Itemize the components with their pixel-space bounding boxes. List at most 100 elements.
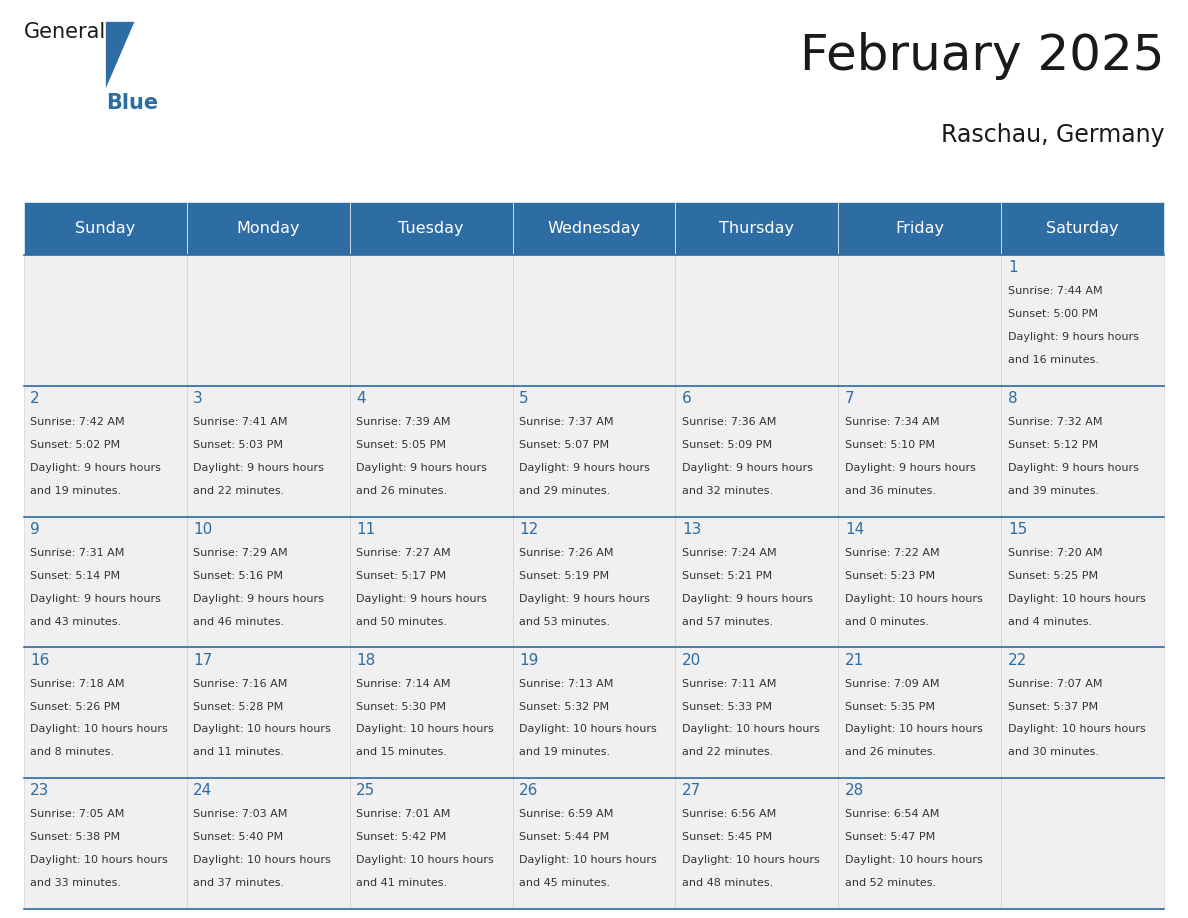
Bar xyxy=(187,202,349,255)
Text: 2: 2 xyxy=(30,391,40,406)
Bar xyxy=(24,517,187,647)
Bar xyxy=(676,647,839,778)
Text: 22: 22 xyxy=(1007,653,1028,667)
Text: 16: 16 xyxy=(30,653,50,667)
Text: Sunset: 5:02 PM: Sunset: 5:02 PM xyxy=(30,440,120,450)
Text: Tuesday: Tuesday xyxy=(398,221,463,236)
Text: Sunset: 5:12 PM: Sunset: 5:12 PM xyxy=(1007,440,1098,450)
Text: 11: 11 xyxy=(356,521,375,537)
Text: Daylight: 9 hours hours: Daylight: 9 hours hours xyxy=(682,463,813,473)
Text: Sunrise: 7:20 AM: Sunrise: 7:20 AM xyxy=(1007,548,1102,558)
Bar xyxy=(349,386,512,517)
Text: and 0 minutes.: and 0 minutes. xyxy=(845,617,929,627)
Text: February 2025: February 2025 xyxy=(800,32,1164,80)
Text: Daylight: 10 hours hours: Daylight: 10 hours hours xyxy=(682,724,820,734)
Bar xyxy=(1001,517,1164,647)
Text: and 4 minutes.: and 4 minutes. xyxy=(1007,617,1092,627)
Text: Sunrise: 7:36 AM: Sunrise: 7:36 AM xyxy=(682,417,776,427)
Text: General: General xyxy=(24,22,106,42)
Bar xyxy=(839,778,1001,909)
Text: Sunset: 5:45 PM: Sunset: 5:45 PM xyxy=(682,833,772,843)
Text: Daylight: 10 hours hours: Daylight: 10 hours hours xyxy=(356,724,494,734)
Text: Sunset: 5:42 PM: Sunset: 5:42 PM xyxy=(356,833,447,843)
Bar xyxy=(512,255,676,386)
Bar xyxy=(839,386,1001,517)
Bar xyxy=(512,778,676,909)
Text: Sunrise: 7:24 AM: Sunrise: 7:24 AM xyxy=(682,548,777,558)
Text: Blue: Blue xyxy=(106,94,158,113)
Text: 9: 9 xyxy=(30,521,40,537)
Bar xyxy=(676,386,839,517)
Bar xyxy=(1001,202,1164,255)
Text: Sunset: 5:16 PM: Sunset: 5:16 PM xyxy=(194,571,283,581)
Text: and 50 minutes.: and 50 minutes. xyxy=(356,617,447,627)
Text: 12: 12 xyxy=(519,521,538,537)
Text: and 30 minutes.: and 30 minutes. xyxy=(1007,747,1099,757)
Text: Daylight: 9 hours hours: Daylight: 9 hours hours xyxy=(356,463,487,473)
Bar xyxy=(839,517,1001,647)
Text: 4: 4 xyxy=(356,391,366,406)
Text: Daylight: 10 hours hours: Daylight: 10 hours hours xyxy=(682,856,820,865)
Text: and 37 minutes.: and 37 minutes. xyxy=(194,879,284,888)
Text: Sunrise: 7:34 AM: Sunrise: 7:34 AM xyxy=(845,417,940,427)
Text: Daylight: 10 hours hours: Daylight: 10 hours hours xyxy=(1007,724,1145,734)
Text: Sunrise: 7:29 AM: Sunrise: 7:29 AM xyxy=(194,548,287,558)
Text: Sunrise: 7:13 AM: Sunrise: 7:13 AM xyxy=(519,678,613,688)
Text: Sunset: 5:35 PM: Sunset: 5:35 PM xyxy=(845,701,935,711)
Bar xyxy=(349,517,512,647)
Text: Sunset: 5:28 PM: Sunset: 5:28 PM xyxy=(194,701,284,711)
Text: Sunset: 5:00 PM: Sunset: 5:00 PM xyxy=(1007,309,1098,319)
Bar xyxy=(1001,255,1164,386)
Text: Sunrise: 7:09 AM: Sunrise: 7:09 AM xyxy=(845,678,940,688)
Bar xyxy=(676,517,839,647)
Text: Daylight: 10 hours hours: Daylight: 10 hours hours xyxy=(356,856,494,865)
Text: 14: 14 xyxy=(845,521,864,537)
Text: Sunrise: 7:11 AM: Sunrise: 7:11 AM xyxy=(682,678,776,688)
Text: Daylight: 10 hours hours: Daylight: 10 hours hours xyxy=(845,856,982,865)
Bar xyxy=(24,778,187,909)
Bar xyxy=(349,647,512,778)
Bar xyxy=(349,255,512,386)
Text: Daylight: 10 hours hours: Daylight: 10 hours hours xyxy=(1007,594,1145,604)
Text: and 16 minutes.: and 16 minutes. xyxy=(1007,355,1099,365)
Text: Sunrise: 7:18 AM: Sunrise: 7:18 AM xyxy=(30,678,125,688)
Text: Thursday: Thursday xyxy=(720,221,795,236)
Text: 20: 20 xyxy=(682,653,701,667)
Bar xyxy=(676,202,839,255)
Text: Sunset: 5:03 PM: Sunset: 5:03 PM xyxy=(194,440,283,450)
Text: Sunrise: 6:54 AM: Sunrise: 6:54 AM xyxy=(845,810,940,820)
Text: and 43 minutes.: and 43 minutes. xyxy=(30,617,121,627)
Text: Sunset: 5:10 PM: Sunset: 5:10 PM xyxy=(845,440,935,450)
Text: 10: 10 xyxy=(194,521,213,537)
Text: Daylight: 9 hours hours: Daylight: 9 hours hours xyxy=(1007,332,1139,342)
Text: Daylight: 10 hours hours: Daylight: 10 hours hours xyxy=(519,724,657,734)
Text: Daylight: 9 hours hours: Daylight: 9 hours hours xyxy=(845,463,975,473)
Text: and 48 minutes.: and 48 minutes. xyxy=(682,879,773,888)
Text: Daylight: 10 hours hours: Daylight: 10 hours hours xyxy=(194,724,331,734)
Text: Friday: Friday xyxy=(896,221,944,236)
Text: and 45 minutes.: and 45 minutes. xyxy=(519,879,611,888)
Bar xyxy=(512,517,676,647)
Text: Daylight: 10 hours hours: Daylight: 10 hours hours xyxy=(30,724,168,734)
Text: and 22 minutes.: and 22 minutes. xyxy=(194,486,284,496)
Text: 26: 26 xyxy=(519,783,538,799)
Text: Sunset: 5:14 PM: Sunset: 5:14 PM xyxy=(30,571,120,581)
Text: 3: 3 xyxy=(194,391,203,406)
Text: Sunset: 5:44 PM: Sunset: 5:44 PM xyxy=(519,833,609,843)
Text: Sunset: 5:17 PM: Sunset: 5:17 PM xyxy=(356,571,447,581)
Bar xyxy=(24,255,187,386)
Text: 7: 7 xyxy=(845,391,854,406)
Text: and 53 minutes.: and 53 minutes. xyxy=(519,617,611,627)
Text: Sunset: 5:21 PM: Sunset: 5:21 PM xyxy=(682,571,772,581)
Text: and 33 minutes.: and 33 minutes. xyxy=(30,879,121,888)
Bar xyxy=(1001,778,1164,909)
Text: and 11 minutes.: and 11 minutes. xyxy=(194,747,284,757)
Text: 23: 23 xyxy=(30,783,50,799)
Bar xyxy=(512,386,676,517)
Text: Daylight: 9 hours hours: Daylight: 9 hours hours xyxy=(194,463,324,473)
Text: Daylight: 9 hours hours: Daylight: 9 hours hours xyxy=(1007,463,1139,473)
Text: Sunrise: 7:27 AM: Sunrise: 7:27 AM xyxy=(356,548,450,558)
Bar xyxy=(676,255,839,386)
Text: 17: 17 xyxy=(194,653,213,667)
Text: Sunset: 5:23 PM: Sunset: 5:23 PM xyxy=(845,571,935,581)
